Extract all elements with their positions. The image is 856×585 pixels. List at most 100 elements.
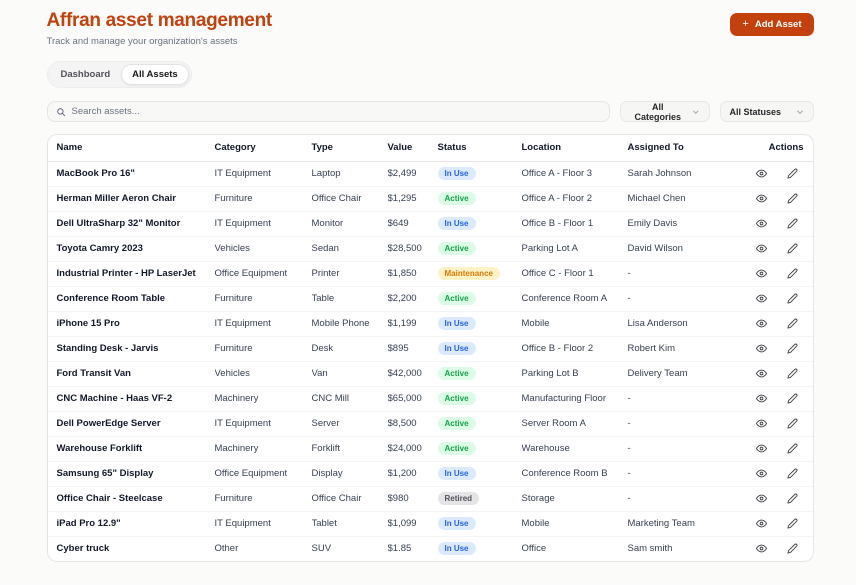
edit-button[interactable] (785, 241, 800, 256)
add-asset-button[interactable]: + Add Asset (730, 13, 814, 36)
edit-button[interactable] (785, 166, 800, 181)
cell-status: In Use (437, 161, 522, 187)
view-button[interactable] (754, 166, 769, 181)
view-button[interactable] (754, 541, 769, 556)
category-filter-select[interactable]: All Categories (619, 101, 710, 122)
chevron-down-icon (693, 110, 699, 114)
edit-button[interactable] (785, 366, 800, 381)
cell-name: Warehouse Forklift (47, 436, 215, 462)
filter-row: All Categories All Statuses (46, 101, 814, 122)
cell-name: Toyota Camry 2023 (47, 236, 215, 262)
view-button[interactable] (754, 516, 769, 531)
cell-actions (739, 286, 813, 312)
cell-assigned-to: Sam smith (627, 543, 673, 555)
assets-table-container: Name Category Type Value Status Location… (46, 134, 814, 562)
cell-actions (739, 486, 813, 512)
eye-icon (755, 269, 767, 278)
cell-name: Conference Room Table (47, 286, 215, 312)
edit-button[interactable] (785, 541, 800, 556)
search-box[interactable] (46, 101, 610, 122)
cell-actions (739, 461, 813, 487)
cell-status: Active (437, 186, 522, 212)
plus-icon: + (742, 18, 749, 30)
status-badge: In Use (437, 542, 476, 556)
edit-button[interactable] (785, 316, 800, 331)
column-header-name: Name (47, 135, 215, 162)
edit-button[interactable] (785, 416, 800, 431)
edit-button[interactable] (785, 341, 800, 356)
status-badge: In Use (437, 217, 476, 230)
pencil-icon (787, 368, 798, 379)
table-row: Cyber truck Other SUV $1.85 In Use Offic… (48, 536, 813, 561)
cell-assigned-to: Marketing Team (627, 511, 740, 537)
cell-actions (739, 311, 813, 337)
edit-button[interactable] (785, 491, 800, 506)
view-button[interactable] (754, 341, 769, 356)
edit-button[interactable] (785, 291, 800, 306)
cell-status: In Use (437, 211, 522, 237)
edit-button[interactable] (785, 216, 800, 231)
status-badge: Maintenance (437, 267, 500, 280)
cell-category: Vehicles (214, 236, 312, 262)
table-row: iPhone 15 Pro IT Equipment Mobile Phone … (47, 311, 813, 337)
cell-status: Active (437, 236, 522, 262)
edit-button[interactable] (785, 441, 800, 456)
cell-value: $1,295 (387, 186, 438, 212)
view-button[interactable] (754, 191, 769, 206)
view-button[interactable] (754, 441, 769, 456)
cell-assigned-to: - (627, 286, 740, 312)
cell-name: Dell UltraSharp 32" Monitor (47, 211, 215, 237)
cell-location: Office B - Floor 2 (521, 336, 628, 362)
cell-name: Herman Miller Aeron Chair (47, 186, 215, 212)
edit-button[interactable] (785, 191, 800, 206)
cell-value: $1,850 (387, 261, 438, 287)
edit-button[interactable] (785, 516, 800, 531)
edit-button[interactable] (785, 391, 800, 406)
view-button[interactable] (754, 491, 769, 506)
status-badge: Active (437, 242, 476, 255)
edit-button[interactable] (785, 266, 800, 281)
eye-icon (755, 369, 767, 378)
status-badge: Active (437, 192, 476, 205)
cell-type: Tablet (311, 511, 388, 537)
tab-dashboard[interactable]: Dashboard (50, 64, 122, 85)
pencil-icon (787, 193, 798, 204)
cell-category: Office Equipment (214, 461, 312, 487)
eye-icon (755, 319, 767, 328)
cell-actions (739, 511, 813, 537)
column-header-actions: Actions (739, 135, 813, 162)
cell-name: CNC Machine - Haas VF-2 (47, 386, 215, 412)
status-badge: In Use (437, 317, 476, 330)
status-filter-value: All Statuses (729, 106, 782, 117)
cell-status: Active (437, 386, 522, 412)
cell-status: Active (437, 361, 522, 387)
asset-management-page: Affran asset management Track and manage… (46, 0, 814, 562)
view-button[interactable] (754, 391, 769, 406)
cell-name: Dell PowerEdge Server (47, 411, 215, 437)
cell-location: Parking Lot A (521, 236, 628, 262)
eye-icon (755, 219, 767, 228)
status-filter-select[interactable]: All Statuses (719, 101, 814, 122)
status-badge: In Use (437, 467, 476, 480)
view-button[interactable] (754, 266, 769, 281)
status-badge: Active (437, 392, 476, 405)
cell-actions (739, 236, 813, 262)
view-button[interactable] (754, 416, 769, 431)
view-button[interactable] (754, 316, 769, 331)
cell-actions (739, 186, 813, 212)
search-input[interactable] (71, 106, 601, 117)
tab-all-assets[interactable]: All Assets (121, 64, 189, 85)
view-button[interactable] (754, 216, 769, 231)
pencil-icon (787, 318, 798, 329)
pencil-icon (787, 543, 798, 554)
view-button[interactable] (754, 291, 769, 306)
pencil-icon (787, 243, 798, 254)
view-button[interactable] (754, 366, 769, 381)
cell-assigned-to: David Wilson (627, 236, 740, 262)
table-row: Conference Room Table Furniture Table $2… (47, 286, 813, 312)
status-badge: In Use (437, 342, 476, 355)
view-button[interactable] (754, 241, 769, 256)
cell-location: Office C - Floor 1 (521, 261, 628, 287)
edit-button[interactable] (785, 466, 800, 481)
view-button[interactable] (754, 466, 769, 481)
